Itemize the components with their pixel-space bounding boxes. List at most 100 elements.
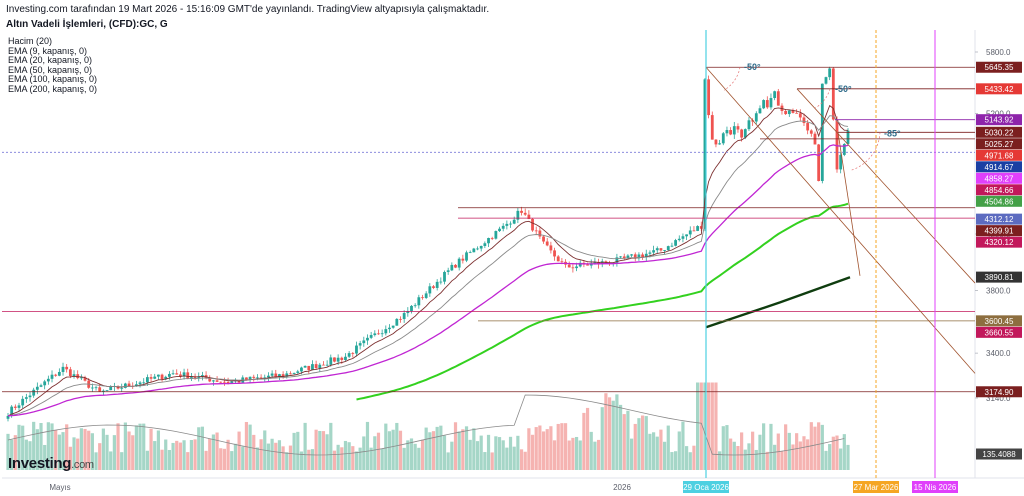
volume-bar (391, 429, 395, 470)
candle-body (659, 248, 663, 251)
angle-label: -50° (835, 84, 852, 94)
volume-bar (134, 425, 138, 470)
candle-body (344, 356, 347, 360)
volume-bar (153, 441, 157, 470)
volume-bar (516, 435, 520, 470)
volume-bar (486, 434, 491, 470)
legend-item-ema200[interactable]: EMA (200, kapanış, 0) (8, 83, 98, 94)
legend-item-ema9[interactable]: EMA (9, kapanış, 0) (8, 45, 88, 56)
volume-bar (252, 434, 256, 470)
candle-body (567, 264, 571, 268)
volume-bar (321, 431, 326, 470)
x-axis-label: Mayıs (49, 483, 70, 492)
candle-body (289, 373, 292, 375)
ema9-line (7, 104, 849, 417)
candle-body (138, 382, 142, 385)
volume-bar (120, 452, 124, 470)
volume-average-line (7, 394, 845, 456)
volume-bar (718, 451, 722, 470)
candle-body (784, 110, 788, 115)
volume-bar (640, 415, 645, 470)
volume-bar (677, 431, 681, 470)
volume-bar (666, 425, 670, 470)
candle-body (501, 225, 505, 229)
price-tag (976, 184, 1022, 196)
volume-bar (545, 429, 549, 470)
volume-bar (94, 452, 98, 470)
volume-bar (358, 447, 362, 470)
price-tag-label: 5433.42 (985, 85, 1014, 94)
candle-body (699, 226, 703, 229)
candle-body (681, 236, 685, 239)
candle-body (142, 382, 146, 384)
volume-bar (464, 426, 469, 470)
legend-item-ema20[interactable]: EMA (20, kapanış, 0) (8, 55, 93, 66)
candle-body (245, 377, 248, 381)
volume-bar (83, 428, 87, 470)
volume-bar (76, 438, 80, 470)
legend-item-ema50[interactable]: EMA (50, kapanış, 0) (8, 64, 93, 75)
candle-body (428, 286, 432, 294)
candle-body (685, 234, 689, 237)
candle-body (10, 406, 14, 416)
volume-bar (714, 382, 718, 470)
volume-bar (336, 444, 340, 470)
volume-bar (806, 439, 810, 470)
volume-bar (171, 442, 175, 470)
price-tag (976, 61, 1022, 73)
candle-body (817, 144, 821, 182)
candle-body (839, 154, 843, 170)
candle-body (769, 98, 773, 108)
angle-label: -85° (884, 128, 901, 138)
candle-body (498, 228, 501, 232)
candle-body (527, 214, 531, 219)
volume-bar (736, 446, 740, 470)
volume-bar (145, 450, 149, 470)
volume-bar (637, 418, 641, 470)
volume-bar (156, 430, 160, 470)
volume-bar (596, 439, 601, 470)
candle-body (637, 254, 641, 259)
candle-body (54, 374, 58, 376)
volume-bar (112, 435, 116, 470)
legend-item-volume[interactable]: Hacim (20) (8, 36, 53, 46)
angle-label: -50° (744, 62, 761, 72)
volume-bar (611, 400, 615, 470)
volume-bar (450, 441, 454, 470)
candle-body (487, 238, 490, 244)
candle-body (17, 405, 21, 408)
volume-bar (461, 429, 465, 470)
price-tag (976, 225, 1022, 237)
candle-body (831, 68, 835, 120)
candle-body (164, 376, 168, 380)
candle-body (556, 256, 560, 262)
candle-body (13, 406, 17, 408)
candle-body (160, 374, 164, 380)
candle-body (68, 369, 72, 377)
price-tag-label: 4320.12 (985, 238, 1014, 247)
volume-bar (303, 422, 307, 470)
candle-body (483, 243, 487, 246)
candle-body (417, 297, 421, 306)
angle-arc (723, 67, 741, 91)
trendline-diagonal (796, 88, 976, 284)
candle-body (296, 371, 300, 373)
volume-bar (758, 434, 762, 470)
volume-bar (131, 435, 135, 470)
volume-bar (50, 423, 54, 470)
volume-bar (54, 430, 58, 470)
candle-body (201, 375, 204, 377)
legend-item-ema100[interactable]: EMA (100, kapanış, 0) (8, 74, 98, 85)
candle-body (123, 383, 127, 388)
volume-bar (347, 442, 351, 470)
candle-body (732, 126, 736, 135)
price-tag (976, 236, 1022, 248)
candle-body (421, 297, 424, 299)
candle-body (351, 353, 355, 354)
price-tag-label: 135.4088 (982, 450, 1016, 459)
price-tag-label: 4854.66 (985, 186, 1014, 195)
candle-body (644, 253, 648, 258)
volume-bar (751, 431, 755, 470)
price-tag-label: 4971.68 (985, 151, 1014, 160)
